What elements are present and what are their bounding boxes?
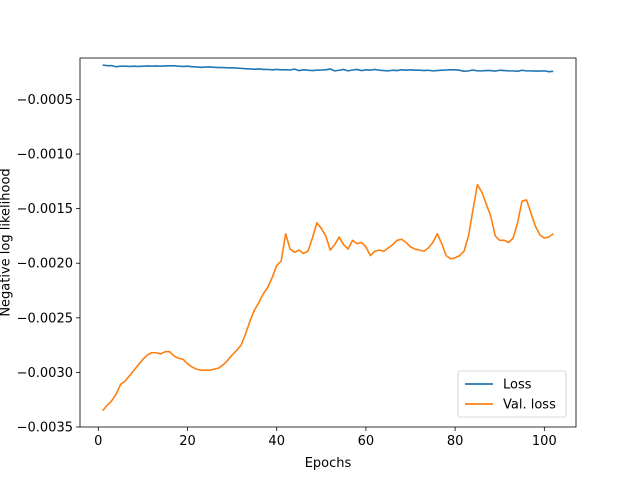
x-axis-ticks: 0 20 40 60 80 100 — [94, 427, 557, 449]
series-line-val-loss — [102, 183, 554, 412]
y-tick-label: −0.0015 — [17, 202, 73, 217]
series-layer — [102, 64, 554, 412]
x-tick-label: 80 — [447, 434, 464, 449]
y-axis-ticks: −0.0035 −0.0030 −0.0025 −0.0020 −0.0015 −0.00… — [17, 93, 80, 436]
x-tick-label: 60 — [358, 434, 375, 449]
plot-frame — [79, 57, 577, 428]
x-tick-label: 40 — [268, 434, 285, 449]
y-tick-label: −0.0005 — [17, 93, 73, 108]
x-tick-label: 0 — [94, 434, 102, 449]
series-line-loss — [102, 64, 554, 73]
legend: Loss Val. loss — [457, 370, 567, 418]
y-axis-label: Negative log likelihood — [0, 168, 14, 316]
x-axis-label: Epochs — [305, 456, 352, 471]
y-tick-label: −0.0035 — [17, 421, 73, 436]
legend-box — [457, 370, 567, 418]
x-tick-label: 100 — [532, 434, 557, 449]
legend-label: Loss — [503, 378, 532, 393]
y-tick-label: −0.0025 — [17, 311, 73, 326]
legend-label: Val. loss — [503, 398, 556, 413]
y-tick-label: −0.0020 — [17, 257, 73, 272]
x-tick-label: 20 — [179, 434, 196, 449]
y-tick-label: −0.0010 — [17, 148, 73, 163]
y-tick-label: −0.0030 — [17, 366, 73, 381]
